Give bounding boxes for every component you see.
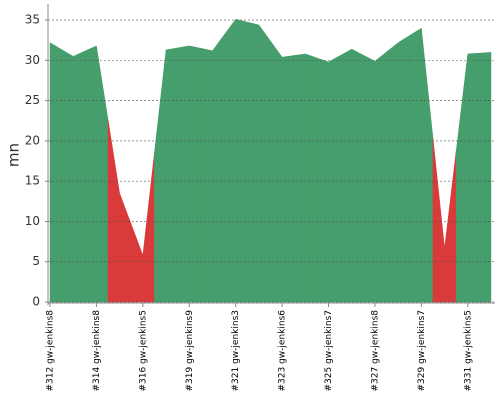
area-segment [61,49,86,303]
area-segment [154,47,178,303]
y-tick-label: 35 [25,13,40,27]
area-segment [223,19,248,303]
y-tick-label: 20 [25,133,40,147]
x-tick-label: #321 gw-jenkins3 [231,310,241,391]
area-segment [270,40,294,303]
area-segment [247,21,271,303]
x-tick-label: #327 gw-jenkins8 [370,310,380,392]
y-tick-label: 30 [25,53,40,67]
area-segment [84,45,109,303]
area-segment [479,52,492,303]
x-tick-label: #325 gw-jenkins7 [324,310,334,391]
y-tick-label: 0 [32,295,40,309]
area-segment [339,48,364,303]
x-tick-label: #319 gw-jenkins9 [185,310,195,392]
area-segment [316,55,341,303]
x-tick-label: #331 gw-jenkins5 [463,310,473,391]
area-segment [49,42,62,303]
area-segment [363,51,387,303]
area-segment [409,27,434,303]
x-tick-label: #329 gw-jenkins7 [417,310,427,391]
area-segment [432,138,457,303]
area-segment [386,34,411,303]
x-tick-label: #314 gw-jenkins8 [92,310,102,392]
x-tick-label: #312 gw-jenkins8 [46,310,56,392]
y-axis-label: mn [5,143,23,167]
x-tick-label: #323 gw-jenkins6 [278,310,288,392]
y-tick-label: 5 [32,254,40,268]
x-tick-label: #316 gw-jenkins5 [138,310,148,391]
area-segment [455,52,480,303]
y-tick-label: 25 [25,93,40,107]
area-segment [177,45,202,303]
y-tick-label: 10 [25,214,40,228]
area-segment [293,53,318,303]
area-segment [107,119,132,303]
y-tick-label: 15 [25,174,40,188]
area-segment [130,152,155,303]
